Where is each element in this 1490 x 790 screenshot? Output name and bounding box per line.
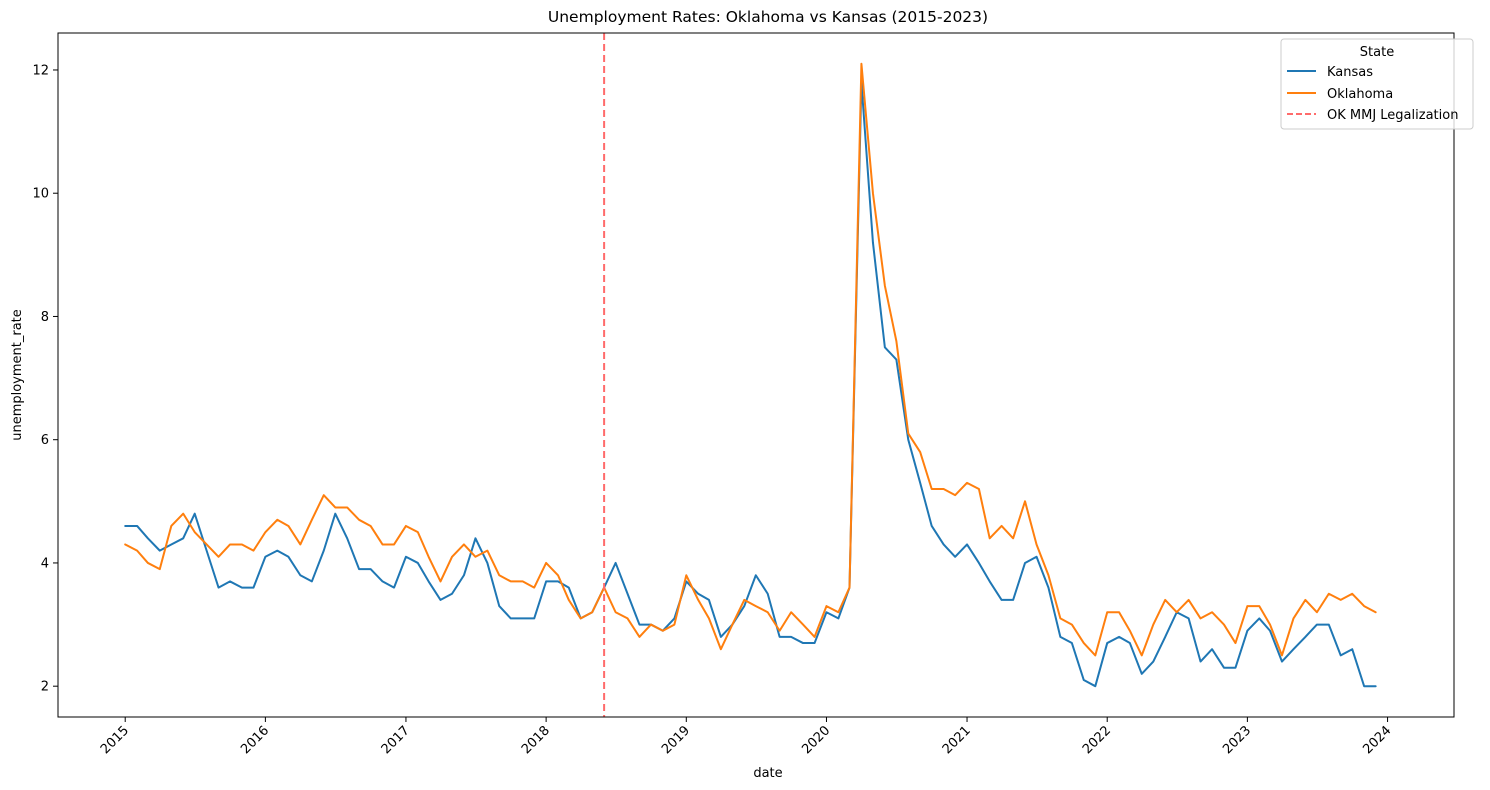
x-axis-title: date (753, 766, 782, 781)
y-tick-label: 8 (41, 310, 49, 325)
plot-frame (57, 32, 1455, 718)
legend-label-oklahoma: Oklahoma (1327, 87, 1393, 102)
y-axis-title: unemployment_rate (10, 309, 25, 441)
y-tick-label: 6 (41, 433, 49, 448)
legend-title: State (1360, 45, 1394, 60)
y-tick-label: 4 (41, 556, 49, 571)
legend-box (1280, 38, 1474, 130)
series-layer (124, 62, 1377, 688)
y-tick-label: 2 (41, 680, 49, 695)
chart-title: Unemployment Rates: Oklahoma vs Kansas (… (548, 8, 988, 26)
series-line-oklahoma (124, 62, 1377, 657)
legend-label-kansas: Kansas (1327, 65, 1373, 80)
plot-area (57, 32, 1455, 718)
y-tick-label: 12 (32, 63, 49, 78)
legend-label-mmj: OK MMJ Legalization (1327, 108, 1458, 123)
series-line-kansas (124, 81, 1377, 688)
y-axis: 2 4 6 8 10 12 (32, 63, 58, 695)
legend: State Kansas Oklahoma OK MMJ Legalizatio… (1280, 38, 1474, 130)
y-tick-label: 10 (32, 187, 49, 202)
